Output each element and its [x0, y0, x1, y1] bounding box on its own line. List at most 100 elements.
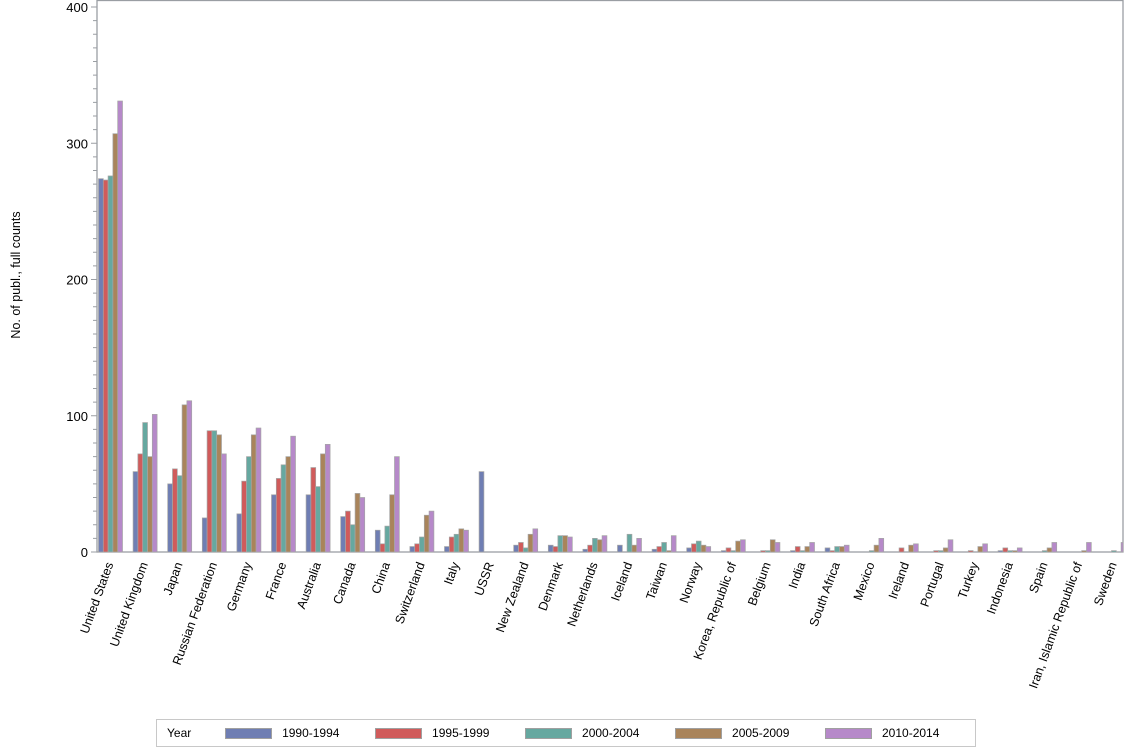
bar: [868, 550, 875, 553]
bar: [695, 540, 702, 553]
bar: [720, 550, 727, 553]
legend-label: 1990-1994: [282, 726, 340, 740]
bar: [666, 550, 672, 553]
bar-group: [271, 435, 296, 553]
bar-group: [617, 533, 642, 553]
bar: [1041, 550, 1048, 553]
bar: [933, 550, 939, 553]
bar: [1016, 547, 1023, 553]
bar: [513, 544, 519, 553]
bar: [730, 550, 737, 553]
bar: [626, 533, 633, 553]
x-tick-label: Portugal: [918, 560, 947, 609]
bar: [982, 543, 988, 553]
bar: [1120, 542, 1124, 553]
bar: [389, 494, 395, 553]
bar: [147, 456, 153, 553]
bar: [1111, 550, 1117, 553]
bar-group: [997, 547, 1023, 553]
x-tick-label: United Kingdom: [107, 560, 151, 648]
bar: [132, 471, 139, 553]
bar: [324, 444, 331, 553]
bar: [735, 540, 741, 553]
bar: [315, 486, 321, 553]
bars: [98, 100, 1124, 553]
bar: [522, 547, 529, 553]
x-tick-label: Australia: [294, 560, 324, 611]
bar: [997, 550, 1004, 553]
bar-group: [824, 544, 850, 553]
bar: [340, 516, 346, 553]
x-tick-label: Norway: [677, 560, 705, 605]
bar: [942, 547, 949, 553]
bar: [112, 133, 119, 553]
x-tick-label: Italy: [441, 560, 462, 587]
bar: [700, 544, 707, 553]
y-tick-label: 100: [66, 409, 88, 424]
bar: [172, 468, 178, 553]
x-tick-label: Denmark: [536, 560, 567, 613]
bar: [255, 427, 262, 553]
bar: [241, 480, 247, 553]
bar: [774, 542, 781, 553]
bar-group: [760, 539, 781, 553]
bar: [601, 535, 608, 553]
bar-group: [933, 539, 954, 553]
x-tick-label: Germany: [224, 560, 255, 614]
bar: [532, 528, 539, 553]
bar-group: [409, 510, 435, 553]
x-tick-label: Mexico: [851, 560, 878, 602]
bar: [419, 536, 425, 553]
bar: [552, 546, 559, 553]
bar-group: [1041, 542, 1058, 553]
y-axis-label: No. of publ., full counts: [9, 211, 23, 338]
legend-label: 2000-2004: [582, 726, 640, 740]
x-tick-label: United States: [77, 560, 116, 635]
bar-group: [868, 538, 885, 553]
bar: [359, 497, 366, 553]
bar: [137, 453, 144, 553]
bar-group: [444, 528, 469, 553]
x-tick-label: Taiwan: [643, 560, 669, 601]
bar: [804, 546, 811, 553]
legend-swatch: [525, 727, 573, 739]
x-tick-label: Switzerland: [392, 560, 427, 626]
bar: [1002, 547, 1009, 553]
bar: [384, 525, 391, 553]
bar: [794, 546, 801, 553]
bar-group: [167, 400, 193, 553]
bar: [409, 546, 416, 553]
bar: [617, 544, 623, 553]
bar: [1086, 542, 1092, 553]
bar: [310, 467, 317, 553]
bar: [142, 422, 148, 553]
bar: [290, 435, 296, 553]
legend-swatch: [825, 727, 872, 739]
bar: [349, 524, 356, 553]
bar: [423, 514, 430, 553]
bar: [478, 471, 485, 553]
bar: [661, 542, 667, 553]
bar: [151, 414, 158, 553]
y-tick-label: 300: [66, 136, 88, 151]
bar: [829, 550, 836, 553]
bar: [834, 546, 840, 553]
bar: [448, 536, 455, 553]
x-tick-label: Ireland: [886, 560, 912, 601]
bar: [186, 400, 193, 553]
legend-item-2000-2004: 2000-2004: [525, 726, 675, 740]
bar: [453, 533, 460, 553]
x-tick-label: South Africa: [807, 560, 843, 628]
x-tick-label: India: [786, 560, 808, 590]
bar: [1012, 550, 1018, 553]
bar: [839, 546, 845, 553]
bar: [275, 478, 282, 553]
x-tick-label: Canada: [330, 560, 358, 606]
bar: [790, 550, 796, 553]
x-tick-label: Belgium: [745, 560, 774, 607]
y-tick-label: 200: [66, 273, 88, 288]
bar: [824, 547, 831, 553]
bar: [760, 550, 766, 553]
bar: [444, 546, 450, 553]
bar: [898, 547, 905, 553]
